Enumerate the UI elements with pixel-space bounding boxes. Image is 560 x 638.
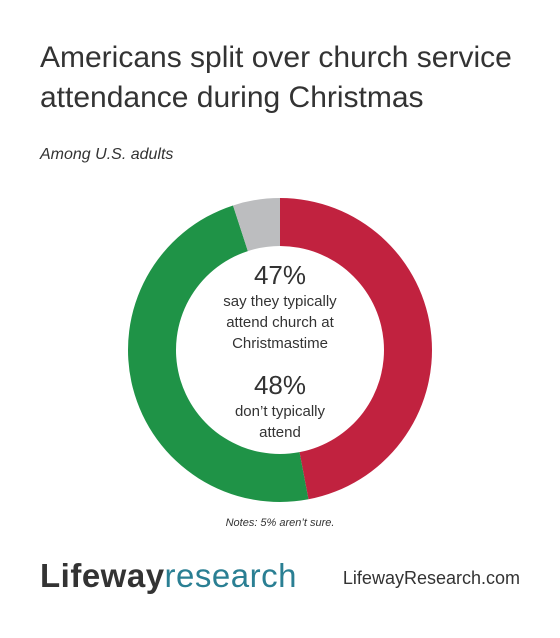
attend-percent-label: 47% [253, 259, 307, 290]
donut-slice-0 [280, 198, 432, 500]
attend-description: say they typically attend church at Chri… [223, 292, 337, 352]
chart-title: Americans split over church service atte… [40, 41, 512, 114]
website-link[interactable]: LifewayResearch.com [342, 568, 520, 588]
lifeway-research-logo: Lifewayresearch [40, 557, 297, 595]
center-labels: 47% say they typically attend church at … [120, 190, 440, 510]
chart-notes: Notes: 5% aren’t sure. [225, 517, 335, 529]
not-attend-description: don’t typically attend [234, 402, 326, 441]
chart-subtitle: Among U.S. adults [40, 146, 174, 163]
donut-slice-1 [127, 205, 309, 503]
logo-lifeway-text: Lifeway [40, 557, 165, 594]
donut-chart [127, 198, 432, 503]
not-attend-percent-label: 48% [253, 369, 307, 400]
donut-slice-2 [233, 198, 280, 252]
logo-research-text: research [164, 557, 297, 594]
